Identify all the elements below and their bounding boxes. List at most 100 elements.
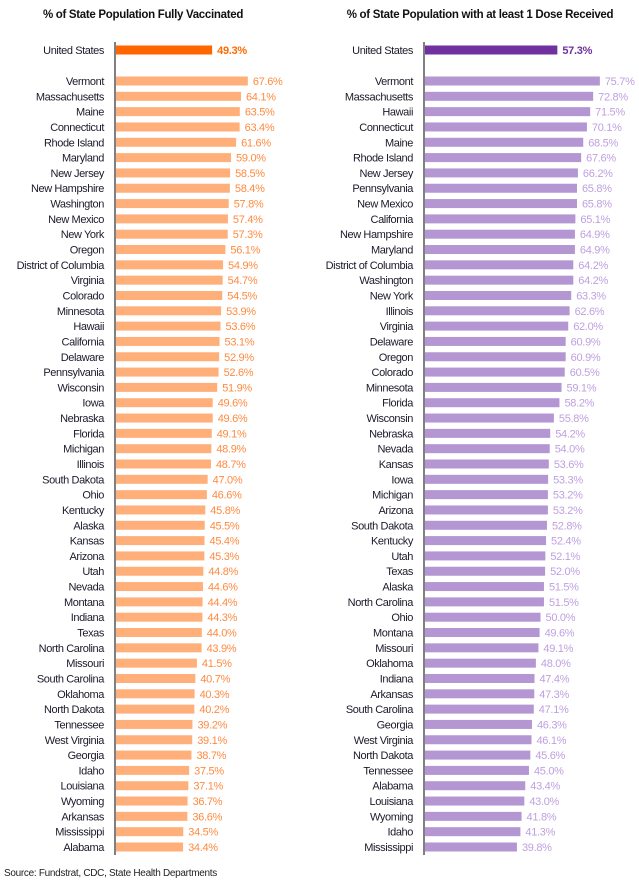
data-label: 49.1% [543,643,573,655]
data-label: 43.9% [207,643,237,655]
data-label: 53.9% [226,306,256,318]
bar [116,229,228,239]
chart-title: % of State Population Fully Vaccinated [43,9,243,21]
bar [116,107,240,117]
data-label: 60.9% [571,336,601,348]
category-label: Minnesota [57,306,105,318]
data-label: 41.5% [202,658,232,670]
bar [425,428,551,438]
category-label: Minnesota [366,382,414,394]
bar [425,474,549,484]
data-label: 60.9% [571,352,601,364]
data-label: 52.0% [550,566,580,578]
bar [116,352,220,362]
data-label: 45.3% [209,551,239,563]
category-label: Oregon [379,352,414,364]
bar [425,413,554,423]
bar [116,214,228,224]
category-label: South Dakota [42,474,105,486]
category-label: Nevada [377,444,414,456]
bar [425,229,575,239]
bar [425,183,577,193]
bar [425,719,532,729]
category-label: Colorado [372,367,414,379]
data-label: 49.6% [545,628,575,640]
category-label: Texas [77,628,105,640]
bar [425,735,532,745]
data-label: 64.1% [246,91,276,103]
bar [425,91,594,101]
category-label: Florida [382,398,414,410]
bar [116,735,193,745]
category-label: Wisconsin [366,413,413,425]
data-label: 66.2% [583,168,613,180]
category-label: Alaska [73,520,105,532]
category-label: Delaware [370,336,414,348]
bar [116,505,206,515]
bar [425,551,546,561]
category-label: South Carolina [346,704,414,716]
category-label: Texas [386,566,414,578]
data-label: 38.7% [196,750,226,762]
category-label: New Mexico [357,199,413,211]
data-label: 54.9% [228,260,258,272]
bar [116,612,203,622]
category-label: North Carolina [348,597,415,609]
chart-title: % of State Population with at least 1 Do… [347,9,614,21]
data-label: 46.6% [212,490,242,502]
data-label: 75.7% [605,76,635,88]
data-label: 44.0% [207,628,237,640]
bar [116,536,205,546]
data-label: 50.0% [546,612,576,624]
data-label: 65.8% [582,183,612,195]
bar [116,597,203,607]
bar [425,689,535,699]
data-label: 56.1% [230,245,260,257]
category-label: Oregon [70,245,105,257]
data-label: 47.4% [539,673,569,685]
data-label: 52.4% [551,536,581,548]
data-label: 54.0% [555,444,585,456]
data-label: 62.0% [573,321,603,333]
bar [116,628,202,638]
category-label: Kansas [379,459,414,471]
bar [425,643,539,653]
bar [425,505,548,515]
category-label: South Dakota [351,520,414,532]
category-label: Tennessee [363,765,413,777]
bar [425,827,521,837]
category-label: Louisiana [61,781,106,793]
bar [425,214,576,224]
bar [116,765,190,775]
data-label: 47.3% [539,689,569,701]
data-label: 46.3% [537,719,567,731]
bar [116,122,240,132]
bar [425,153,582,163]
bar [116,398,213,408]
category-label: California [62,336,106,348]
category-label: New Hampshire [31,183,104,195]
category-label: Missouri [375,643,413,655]
category-label: Nebraska [369,428,414,440]
data-label: 54.5% [227,290,257,302]
bar [425,107,591,117]
category-label: Colorado [63,290,105,302]
category-label: Washington [50,199,104,211]
data-label: 59.0% [236,153,266,165]
category-label: Ohio [391,612,413,624]
category-label: North Dakota [353,750,414,762]
category-label: Hawaii [73,321,104,333]
bar [425,336,566,346]
bar [425,796,525,806]
bar [425,673,535,683]
data-label: 48.9% [216,444,246,456]
category-label: Virginia [380,321,415,333]
category-label: Montana [64,597,105,609]
data-label: 61.6% [241,137,271,149]
bar [116,321,221,331]
category-label: Vermont [375,76,414,88]
category-label: Rhode Island [44,137,104,149]
category-label: Alaska [382,582,414,594]
bar [425,290,572,300]
